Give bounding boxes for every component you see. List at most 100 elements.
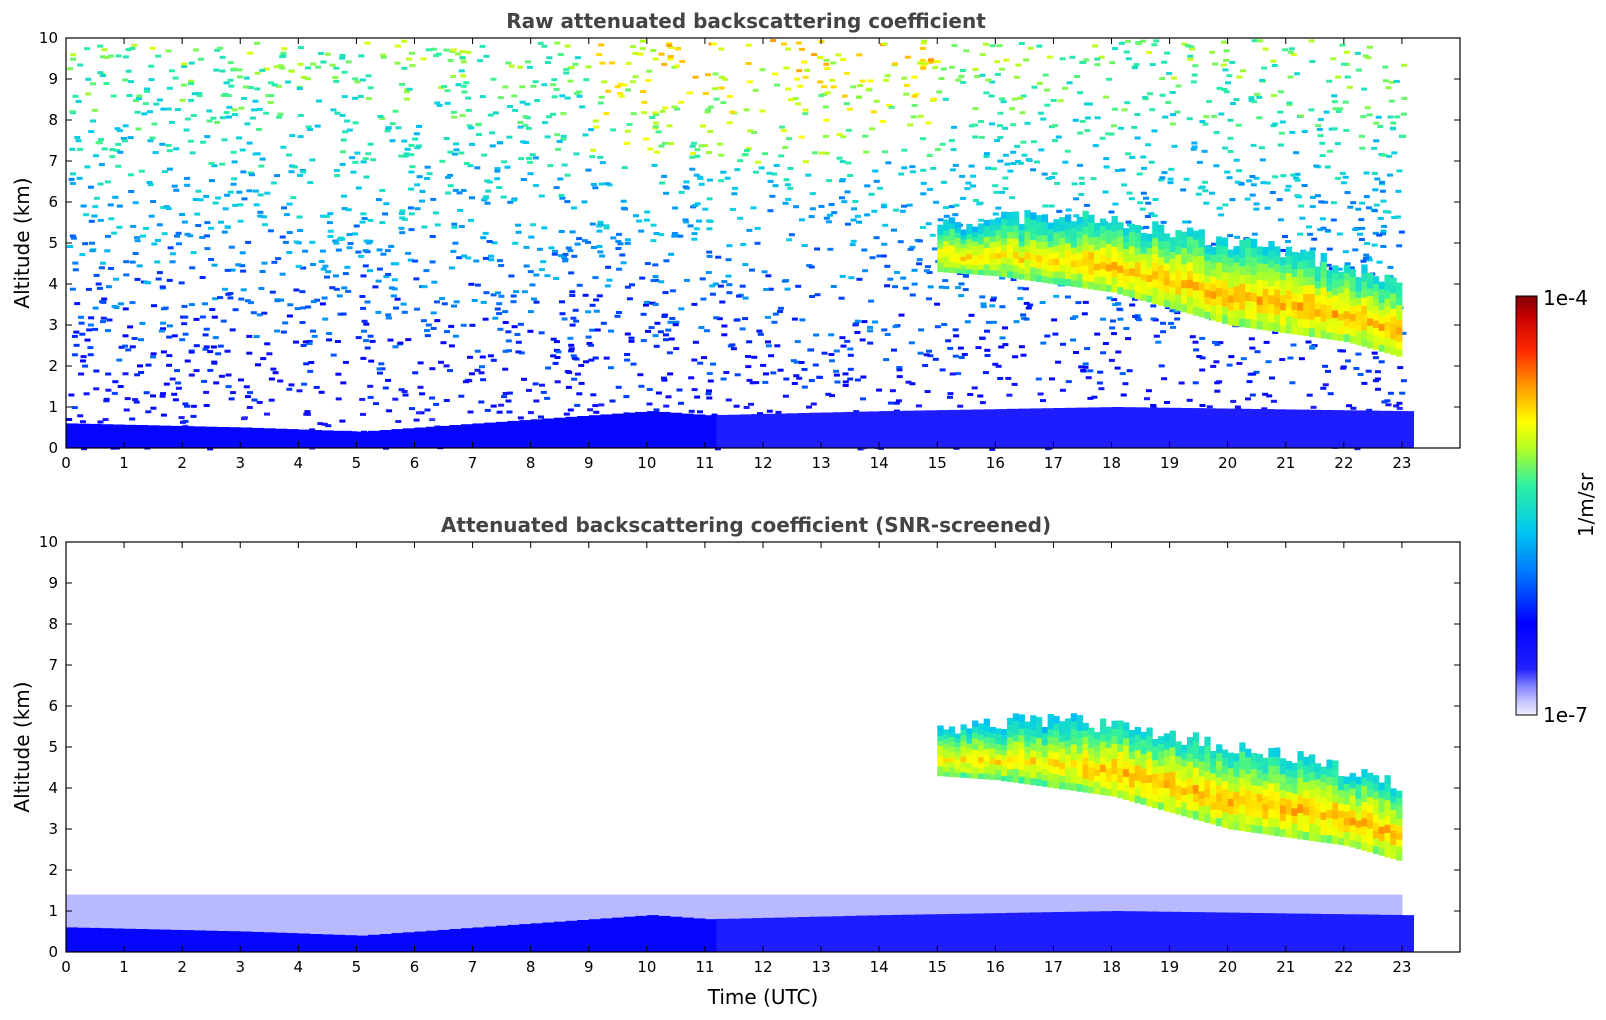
cloud-cell (1355, 284, 1362, 292)
noise-cell (1345, 359, 1351, 363)
cloud-cell (1320, 287, 1327, 296)
cloud-cell (1343, 280, 1351, 289)
cloud-cell (1070, 728, 1078, 737)
noise-cell (1053, 294, 1060, 298)
noise-cell (1108, 132, 1115, 136)
noise-cell (1010, 150, 1017, 154)
noise-cell (1192, 340, 1199, 344)
x-tick-label: 23 (1392, 454, 1411, 472)
noise-cell (524, 102, 531, 106)
noise-cell (716, 317, 723, 321)
noise-cell (244, 122, 251, 126)
noise-cell (1150, 304, 1157, 308)
boundary-layer-cell (1343, 914, 1356, 952)
noise-cell (474, 166, 481, 170)
noise-cell (624, 285, 631, 289)
cloud-cell (1297, 269, 1304, 278)
cloud-cell (1233, 806, 1240, 815)
noise-cell (77, 63, 84, 67)
cloud-cell (1227, 279, 1234, 288)
noise-cell (316, 99, 323, 103)
noise-cell (79, 332, 86, 336)
noise-cell (297, 62, 304, 66)
noise-cell (1150, 317, 1157, 321)
cloud-cell (1047, 228, 1054, 236)
cloud-cell (1059, 734, 1066, 742)
cloud-cell (1163, 270, 1171, 279)
noise-cell (91, 108, 98, 112)
noise-cell (1049, 176, 1055, 179)
noise-cell (384, 249, 391, 253)
noise-cell (172, 398, 179, 402)
noise-cell (1253, 207, 1260, 211)
cloud-cell (1326, 277, 1333, 285)
noise-cell (1225, 81, 1231, 85)
cloud-cell (1175, 262, 1182, 271)
cloud-cell (1001, 734, 1008, 740)
cloud-cell (1314, 301, 1322, 310)
cloud-cell (1094, 756, 1101, 764)
cloud-cell (1018, 246, 1025, 252)
noise-cell (809, 207, 816, 211)
noise-cell (556, 140, 563, 143)
noise-cell (497, 96, 504, 100)
noise-cell (361, 217, 368, 220)
noise-cell (1119, 168, 1126, 172)
noise-cell (507, 200, 514, 204)
cloud-cell (1006, 775, 1014, 782)
noise-cell (655, 391, 662, 395)
boundary-layer-cell (867, 411, 880, 448)
noise-cell (289, 134, 296, 138)
noise-cell (999, 190, 1006, 194)
noise-cell (569, 290, 576, 294)
noise-cell (1277, 218, 1284, 222)
noise-cell (112, 195, 119, 199)
cloud-cell (1094, 762, 1101, 770)
noise-cell (192, 48, 199, 52)
noise-cell (237, 219, 244, 223)
noise-cell (713, 316, 720, 320)
noise-cell (273, 65, 280, 69)
noise-cell (977, 394, 984, 398)
noise-cell (127, 173, 134, 177)
noise-cell (1159, 93, 1166, 97)
noise-cell (770, 39, 777, 43)
cloud-cell (1187, 279, 1194, 289)
noise-cell (833, 349, 840, 353)
noise-cell (439, 159, 446, 163)
noise-cell (166, 278, 173, 282)
cloud-cell (1076, 245, 1083, 253)
cloud-cell (1245, 255, 1252, 266)
noise-cell (408, 153, 415, 157)
cloud-cell (1105, 774, 1112, 783)
boundary-layer-cell (937, 914, 950, 952)
noise-cell (1277, 90, 1284, 94)
noise-cell (1319, 217, 1326, 221)
noise-cell (310, 329, 316, 333)
noise-cell (111, 231, 118, 235)
noise-cell (997, 124, 1003, 128)
noise-cell (1371, 209, 1378, 213)
cloud-cell (943, 230, 950, 236)
noise-cell (175, 108, 181, 112)
noise-cell (241, 197, 248, 201)
noise-cell (1017, 96, 1024, 100)
cloud-cell (948, 756, 956, 762)
noise-cell (1226, 74, 1233, 78)
cloud-cell (1187, 785, 1194, 794)
noise-cell (678, 401, 684, 405)
cloud-cell (1140, 789, 1147, 798)
cloud-cell (1111, 284, 1118, 293)
cloud-cell (1309, 284, 1316, 294)
noise-cell (409, 64, 416, 68)
cloud-cell (1338, 326, 1345, 335)
noise-cell (533, 399, 540, 403)
noise-cell (179, 338, 186, 342)
cloud-cell (1036, 268, 1043, 276)
cloud-cell (1088, 760, 1095, 768)
cloud-cell (1361, 329, 1368, 339)
noise-cell (551, 78, 558, 82)
noise-cell (355, 250, 362, 254)
noise-cell (1056, 209, 1063, 213)
cloud-cell (977, 751, 985, 758)
